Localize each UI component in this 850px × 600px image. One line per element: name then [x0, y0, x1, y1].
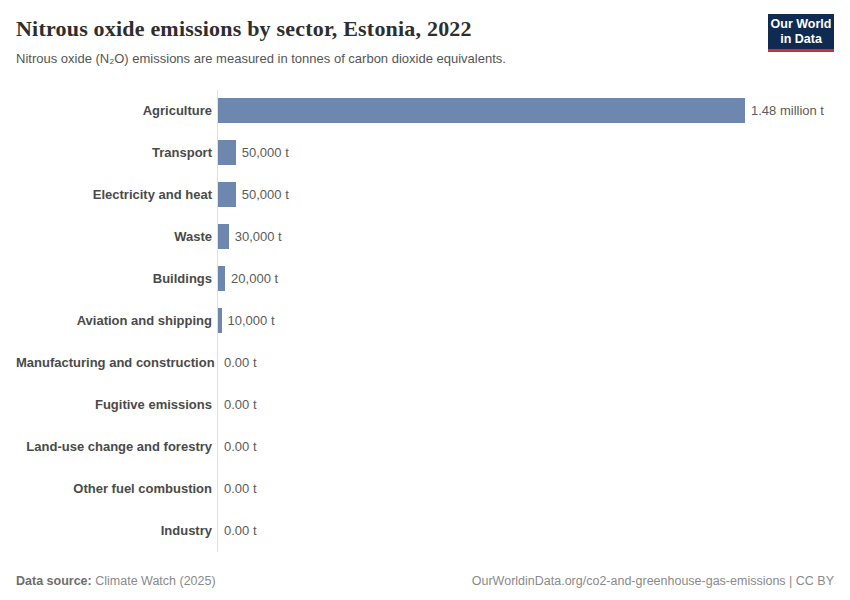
value-label: 1.48 million t [751, 103, 824, 118]
header-titles: Nitrous oxide emissions by sector, Eston… [16, 14, 506, 68]
category-label: Waste [16, 229, 217, 244]
category-label: Transport [16, 145, 217, 160]
chart-page: Nitrous oxide emissions by sector, Eston… [0, 0, 850, 600]
value-label: 10,000 t [228, 313, 275, 328]
bar-row: Transport 50,000 t [16, 132, 834, 174]
bar-row: Aviation and shipping 10,000 t [16, 300, 834, 342]
category-label: Land-use change and forestry [16, 439, 217, 454]
value-label: 0.00 t [224, 355, 257, 370]
value-label: 30,000 t [235, 229, 282, 244]
category-label: Manufacturing and construction [16, 355, 217, 370]
chart-subtitle: Nitrous oxide (N₂O) emissions are measur… [16, 51, 506, 67]
chart-footer: Data source: Climate Watch (2025) OurWor… [16, 574, 834, 600]
chart-title: Nitrous oxide emissions by sector, Eston… [16, 16, 506, 42]
bar-chart: Agriculture 1.48 million t Transport 50,000… [16, 90, 834, 552]
data-source-label: Data source: [16, 574, 92, 588]
bar-row: Fugitive emissions 0.00 t [16, 384, 834, 426]
bar-zone: 30,000 t [217, 216, 834, 258]
bar-zone: 50,000 t [217, 174, 834, 216]
bar[interactable] [218, 182, 236, 207]
bar-row: Manufacturing and construction 0.00 t [16, 342, 834, 384]
bar-row: Land-use change and forestry 0.00 t [16, 426, 834, 468]
bar-zone: 0.00 t [217, 468, 834, 510]
category-label: Agriculture [16, 103, 217, 118]
owid-logo[interactable]: Our World in Data [768, 14, 834, 52]
bar[interactable] [218, 140, 236, 165]
bar-row: Industry 0.00 t [16, 510, 834, 552]
value-label: 50,000 t [242, 145, 289, 160]
bar-zone: 10,000 t [217, 300, 834, 342]
category-label: Buildings [16, 271, 217, 286]
owid-logo-line1: Our World [771, 17, 832, 32]
value-label: 0.00 t [224, 397, 257, 412]
category-label: Aviation and shipping [16, 313, 217, 328]
category-label: Fugitive emissions [16, 397, 217, 412]
bar[interactable] [218, 224, 229, 249]
bar-zone: 20,000 t [217, 258, 834, 300]
bar[interactable] [218, 308, 222, 333]
bar-zone: 50,000 t [217, 132, 834, 174]
bar-row: Agriculture 1.48 million t [16, 90, 834, 132]
bar-row: Waste 30,000 t [16, 216, 834, 258]
chart-header: Nitrous oxide emissions by sector, Eston… [16, 0, 834, 68]
category-label: Other fuel combustion [16, 481, 217, 496]
bar[interactable] [218, 266, 225, 291]
owid-logo-line2: in Data [780, 32, 822, 47]
data-source-value: Climate Watch (2025) [95, 574, 215, 588]
bar[interactable] [218, 98, 745, 123]
bar-zone: 1.48 million t [217, 90, 834, 132]
category-label: Electricity and heat [16, 187, 217, 202]
value-label: 0.00 t [224, 439, 257, 454]
category-label: Industry [16, 523, 217, 538]
value-label: 20,000 t [231, 271, 278, 286]
bar-zone: 0.00 t [217, 426, 834, 468]
value-label: 0.00 t [224, 481, 257, 496]
data-source: Data source: Climate Watch (2025) [16, 574, 216, 588]
credit-line[interactable]: OurWorldinData.org/co2-and-greenhouse-ga… [472, 574, 834, 588]
bar-zone: 0.00 t [217, 342, 834, 384]
bar-row: Buildings 20,000 t [16, 258, 834, 300]
value-label: 50,000 t [242, 187, 289, 202]
bar-row: Other fuel combustion 0.00 t [16, 468, 834, 510]
bar-zone: 0.00 t [217, 384, 834, 426]
bar-zone: 0.00 t [217, 510, 834, 552]
bar-row: Electricity and heat 50,000 t [16, 174, 834, 216]
value-label: 0.00 t [224, 523, 257, 538]
